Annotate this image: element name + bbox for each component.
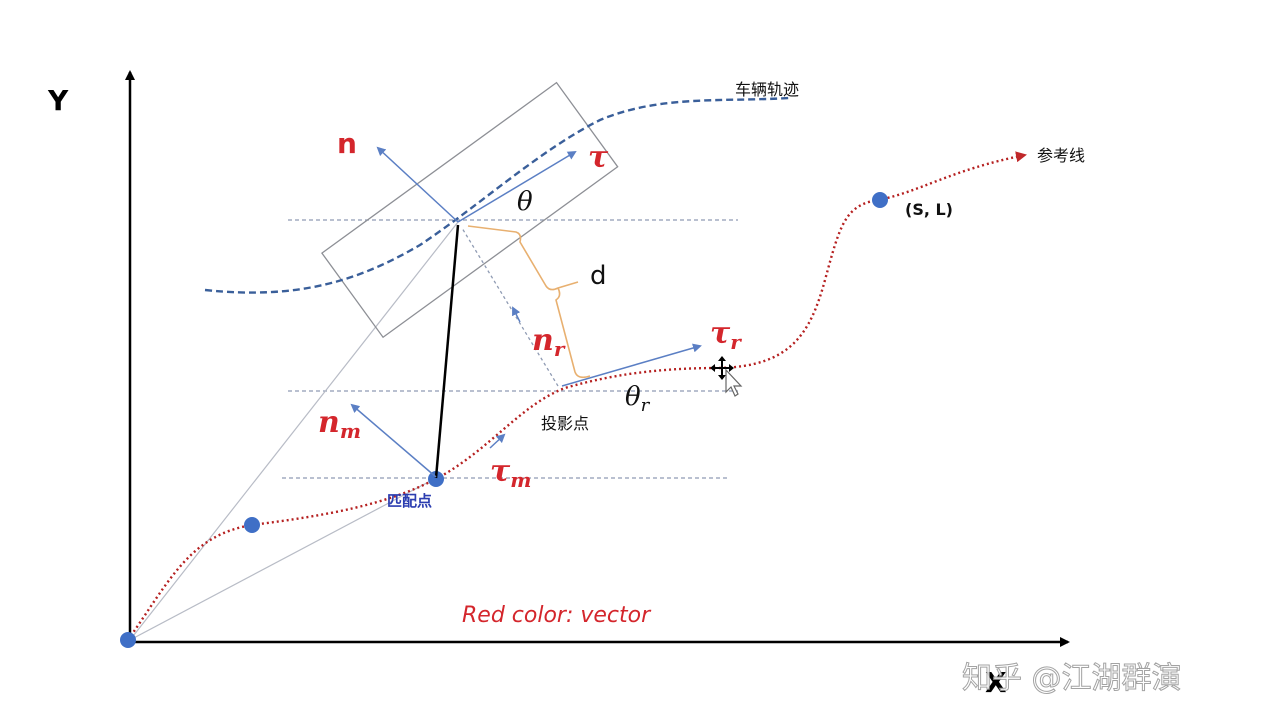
projection-normal-dashed bbox=[461, 227, 559, 387]
reference-line-curve bbox=[127, 151, 1027, 641]
projection-tangent-arrow bbox=[561, 343, 702, 387]
vector-color-caption: Red color: vector bbox=[462, 603, 652, 628]
match-tangent-arrow bbox=[489, 433, 506, 449]
vehicle-normal-label: n bbox=[337, 127, 357, 160]
vehicle-box bbox=[321, 81, 619, 339]
origin-to-match-line bbox=[129, 477, 437, 641]
match-to-vehicle-line bbox=[434, 224, 460, 479]
origin-point bbox=[120, 632, 136, 648]
reference-point-1 bbox=[244, 517, 260, 533]
path-points bbox=[120, 192, 888, 648]
projection-point-label: 投影点 bbox=[541, 414, 589, 433]
match-point bbox=[428, 471, 444, 487]
reference-line-label: 参考线 bbox=[1037, 146, 1085, 165]
match-normal-label: nm bbox=[318, 405, 361, 443]
coordinate-axes: Y X bbox=[47, 70, 1070, 699]
y-axis-label: Y bbox=[47, 84, 69, 117]
projection-normal-label: nr bbox=[532, 323, 566, 361]
watermark-text: 知乎 @江湖群演 bbox=[962, 661, 1182, 696]
distance-label: d bbox=[590, 261, 607, 291]
match-point-label: 匹配点 bbox=[387, 492, 432, 510]
distance-bracket bbox=[467, 225, 591, 379]
sl-point bbox=[872, 192, 888, 208]
move-cursor-icon bbox=[710, 356, 743, 397]
vehicle-tangent-label: τ bbox=[588, 140, 609, 175]
vehicle-normal-arrow bbox=[376, 146, 459, 223]
horizontal-guide-lines bbox=[282, 219, 738, 479]
vehicle-tangent-arrow bbox=[457, 150, 577, 223]
heading-angle-label: θ bbox=[517, 187, 533, 217]
match-normal-arrow bbox=[350, 403, 437, 478]
match-tangent-label: τm bbox=[490, 454, 531, 492]
x-axis-label: X bbox=[985, 666, 1007, 699]
projection-angle-label: θr bbox=[625, 382, 651, 416]
position-vector-guides bbox=[129, 221, 459, 641]
vehicle-trajectory-label: 车辆轨迹 bbox=[735, 80, 799, 99]
projection-tangent-label: τr bbox=[710, 316, 742, 354]
origin-to-vehicle-line bbox=[129, 221, 459, 641]
vehicle-trajectory-curve bbox=[204, 96, 791, 294]
sl-point-label: (S, L) bbox=[905, 200, 953, 219]
projection-normal-arrow bbox=[512, 306, 521, 323]
